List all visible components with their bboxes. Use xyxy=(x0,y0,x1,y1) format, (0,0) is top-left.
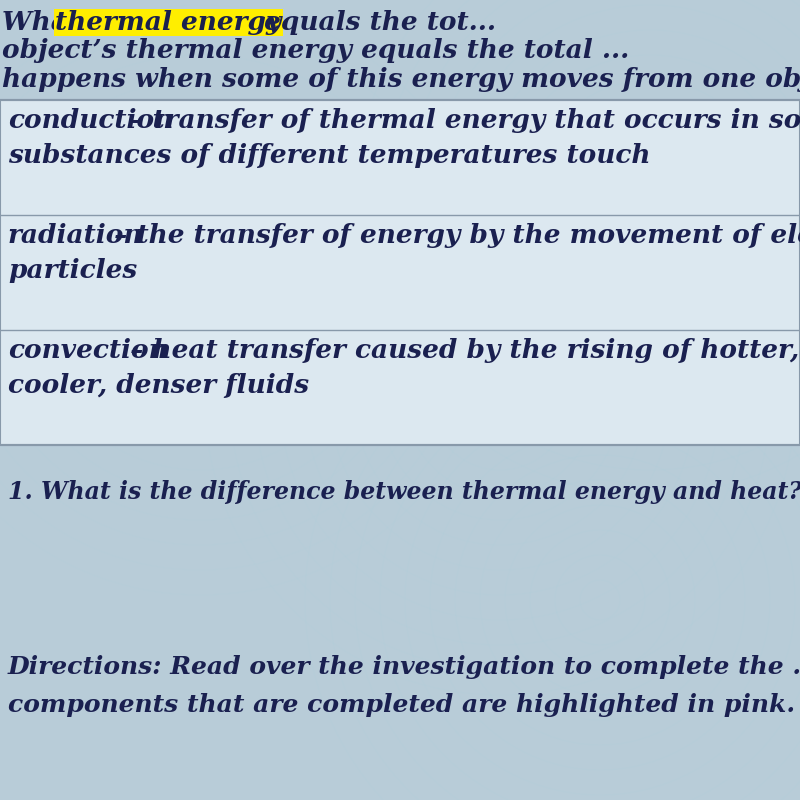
Text: Directions: Read over the investigation to complete the ...: Directions: Read over the investigation … xyxy=(8,655,800,679)
Text: What: What xyxy=(2,10,98,35)
Text: cooler, denser fluids: cooler, denser fluids xyxy=(8,373,309,398)
Text: – the transfer of energy by the movement of ele...: – the transfer of energy by the movement… xyxy=(105,223,800,248)
Text: 1. What is the difference between thermal energy and heat?: 1. What is the difference between therma… xyxy=(8,480,800,504)
Text: – heat transfer caused by the rising of hotter, le...: – heat transfer caused by the rising of … xyxy=(121,338,800,363)
Text: thermal energy: thermal energy xyxy=(55,10,282,35)
Text: components that are completed are highlighted in pink.: components that are completed are highli… xyxy=(8,693,795,717)
Text: equals the tot...: equals the tot... xyxy=(255,10,496,35)
Text: radiation: radiation xyxy=(8,223,143,248)
Text: substances of different temperatures touch: substances of different temperatures tou… xyxy=(8,143,650,168)
Text: happens when some of this energy moves from one object t...: happens when some of this energy moves f… xyxy=(2,67,800,92)
Text: conduction: conduction xyxy=(8,108,174,133)
Text: object’s thermal energy equals the total ...: object’s thermal energy equals the total… xyxy=(2,38,630,63)
Text: – transfer of thermal energy that occurs in soli...: – transfer of thermal energy that occurs… xyxy=(121,108,800,133)
Text: convection: convection xyxy=(8,338,168,363)
FancyBboxPatch shape xyxy=(0,100,800,445)
Text: particles: particles xyxy=(8,258,138,283)
